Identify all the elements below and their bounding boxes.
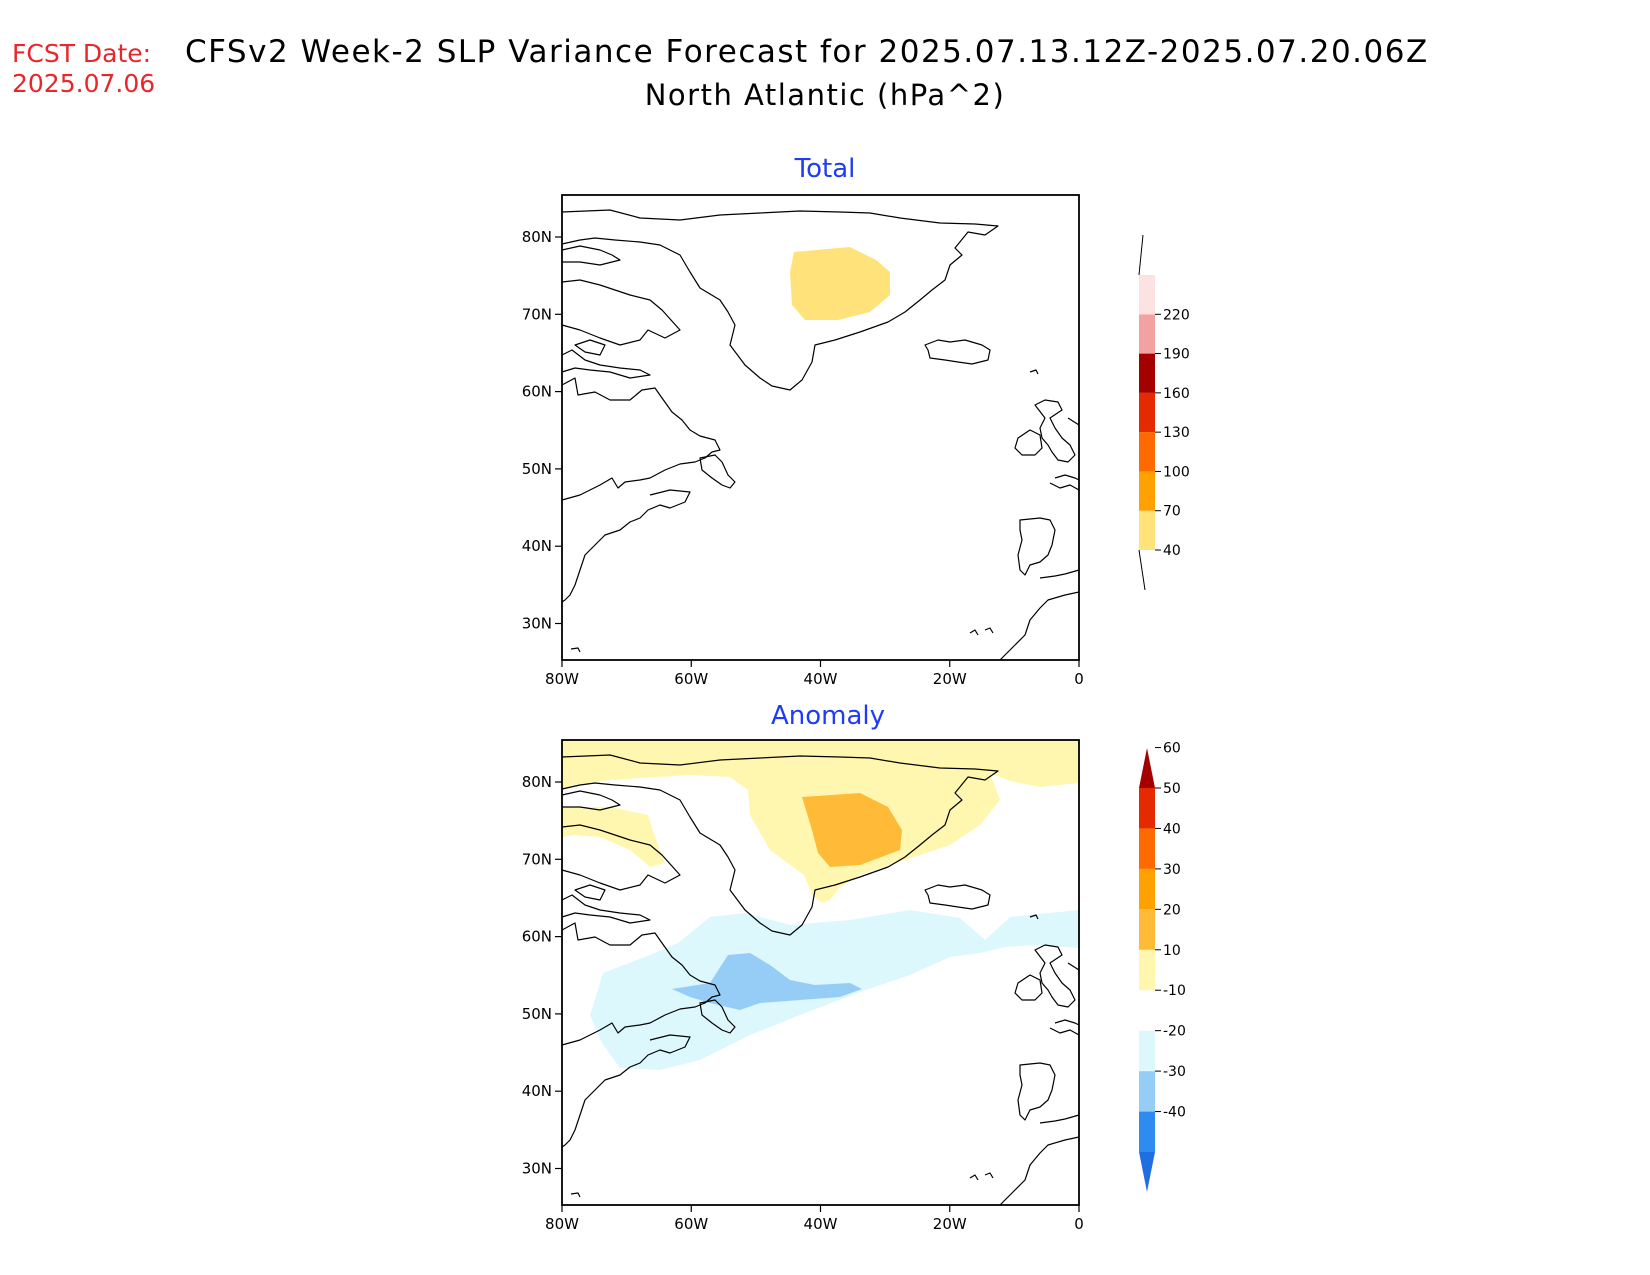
colorbar-box	[1139, 275, 1155, 315]
lat-tick-label: 30N	[522, 1160, 552, 1178]
lat-tick-label: 60N	[522, 383, 552, 401]
colorbar-box	[1139, 788, 1155, 829]
colorbar-label: 40	[1163, 821, 1181, 837]
lat-tick-label: 60N	[522, 928, 552, 946]
lon-tick-label: 40W	[804, 1215, 838, 1233]
colorbar-box	[1139, 314, 1155, 354]
total-contour-40-70	[790, 247, 890, 320]
colorbar-upper-triangle	[1139, 748, 1155, 788]
anomaly-contour-20-30	[802, 793, 902, 867]
colorbar-label: 160	[1163, 386, 1190, 402]
colorbar-label: 130	[1163, 425, 1190, 441]
colorbar-label: 220	[1163, 307, 1190, 323]
lat-tick-label: 50N	[522, 460, 552, 478]
lat-axis-anomaly: 80N 70N 60N 50N 40N 30N	[522, 773, 562, 1178]
colorbar-box	[1139, 909, 1155, 950]
lon-tick-label: 80W	[545, 1215, 579, 1233]
colorbar-box	[1139, 868, 1155, 910]
colorbar-label: 100	[1163, 464, 1190, 480]
colorbar-label: 40	[1163, 543, 1181, 559]
colorbar-box	[1139, 828, 1155, 869]
fcst-date-value: 2025.07.06	[12, 69, 155, 98]
anomaly-contour-minus20-30	[672, 953, 862, 1010]
colorbar-lower-end	[1138, 549, 1146, 591]
subtitle: North Atlantic (hPa^2)	[645, 78, 1006, 112]
colorbar-lower-triangle	[1139, 1152, 1155, 1192]
colorbar-box	[1139, 1030, 1155, 1072]
colorbar-label: 70	[1163, 504, 1181, 520]
colorbar-label: 50	[1163, 781, 1181, 797]
panel-title-total: Total	[794, 154, 856, 184]
colorbar-label: -10	[1163, 983, 1186, 999]
lon-tick-label: 20W	[933, 1215, 967, 1233]
colorbar-box	[1139, 949, 1155, 991]
colorbar-label: -20	[1163, 1024, 1186, 1040]
lon-tick-label: 80W	[545, 670, 579, 688]
colorbar-anomaly: -40 -30 -20 -10 10 20 30 40 50 60	[1139, 741, 1186, 1192]
lon-tick-label: 0	[1074, 670, 1084, 688]
colorbar-label: -30	[1163, 1064, 1186, 1080]
panel-title-anomaly: Anomaly	[771, 701, 885, 731]
lon-tick-label: 20W	[933, 670, 967, 688]
lat-tick-label: 30N	[522, 615, 552, 633]
lon-axis-anomaly: 80W 60W 40W 20W 0	[545, 1205, 1084, 1233]
lon-tick-label: 0	[1074, 1215, 1084, 1233]
colorbar-box	[1139, 990, 1155, 1031]
main-title: CFSv2 Week-2 SLP Variance Forecast for 2…	[185, 34, 1429, 70]
colorbar-box	[1139, 353, 1155, 393]
colorbar-box	[1139, 1071, 1155, 1112]
colorbar-box	[1139, 392, 1155, 433]
lat-tick-label: 70N	[522, 305, 552, 323]
lon-tick-label: 60W	[674, 1215, 708, 1233]
lat-tick-label: 80N	[522, 773, 552, 791]
colorbar-label: 20	[1163, 902, 1181, 918]
map-anomaly: 80N 70N 60N 50N 40N 30N 80W 60W 40W 20W 0	[522, 739, 1084, 1233]
colorbar-box	[1139, 432, 1155, 472]
lon-tick-label: 60W	[674, 670, 708, 688]
colorbar-label: 30	[1163, 862, 1181, 878]
colorbar-total: 40 70 100 130 160 190 220	[1138, 234, 1190, 591]
colorbar-label: 60	[1163, 741, 1181, 757]
lat-tick-label: 40N	[522, 537, 552, 555]
colorbar-label: -40	[1163, 1105, 1186, 1121]
lat-tick-label: 50N	[522, 1005, 552, 1023]
colorbar-box	[1139, 471, 1155, 511]
lat-axis-total: 80N 70N 60N 50N 40N 30N	[522, 228, 562, 633]
lat-tick-label: 80N	[522, 228, 552, 246]
colorbar-box	[1139, 510, 1155, 550]
colorbar-upper-end	[1138, 234, 1144, 276]
lat-tick-label: 70N	[522, 850, 552, 868]
map-total: 80N 70N 60N 50N 40N 30N 80W 60W 40W 20W 0	[522, 194, 1084, 688]
fcst-date-label: FCST Date:	[12, 39, 151, 68]
lat-tick-label: 40N	[522, 1082, 552, 1100]
colorbar-box	[1139, 1111, 1155, 1152]
anomaly-positive-baffin	[562, 807, 665, 867]
lon-tick-label: 40W	[804, 670, 838, 688]
colorbar-label: 190	[1163, 347, 1190, 363]
lon-axis-total: 80W 60W 40W 20W 0	[545, 660, 1084, 688]
colorbar-label: 10	[1163, 943, 1181, 959]
